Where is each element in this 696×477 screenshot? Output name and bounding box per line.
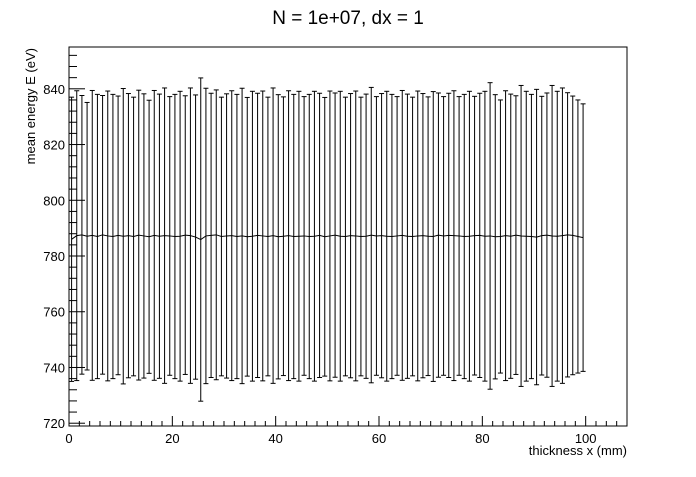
y-tick-label: 760	[43, 305, 65, 320]
x-tick-label: 60	[372, 431, 386, 446]
x-tick-label: 40	[268, 431, 282, 446]
y-tick-label: 800	[43, 193, 65, 208]
error-bars	[69, 77, 586, 402]
y-tick-label: 820	[43, 138, 65, 153]
y-tick-label: 740	[43, 360, 65, 375]
chart-title: N = 1e+07, dx = 1	[272, 8, 424, 29]
y-tick-label: 720	[43, 416, 65, 431]
x-tick-label: 0	[65, 431, 72, 446]
series-line	[71, 234, 584, 241]
x-tick-label: 20	[165, 431, 179, 446]
y-tick-label: 840	[43, 82, 65, 97]
x-axis-label: thickness x (mm)	[529, 443, 627, 458]
data-point	[580, 103, 586, 372]
y-axis: 720 740 760 780 800 820 840	[43, 54, 85, 431]
y-tick-label: 780	[43, 249, 65, 264]
x-axis: 0 20 40 60 80 100	[65, 416, 628, 446]
y-axis-label: mean energy E (eV)	[23, 48, 38, 164]
x-tick-label: 80	[475, 431, 489, 446]
x-tick-label: 100	[575, 431, 597, 446]
